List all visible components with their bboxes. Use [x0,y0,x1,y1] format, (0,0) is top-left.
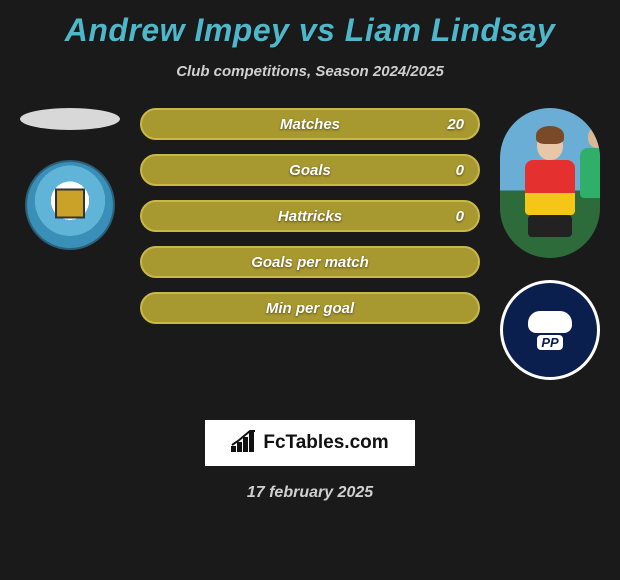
crest-text: PP [537,335,562,350]
logo-text: FcTables.com [263,432,388,454]
stat-pill-goals-per-match: Goals per match [140,246,480,278]
stat-pill-matches: Matches 20 [140,108,480,140]
stat-label: Hattricks [278,208,342,225]
stat-pill-goals: Goals 0 [140,154,480,186]
player-left-column [10,108,130,250]
player-right-column: PP [490,108,610,380]
date-label: 17 february 2025 [0,484,620,502]
stat-value: 0 [456,162,464,179]
player-figure [520,130,580,240]
club-crest-left [25,160,115,250]
stat-label: Min per goal [266,300,354,317]
crest-lamb-icon [528,311,572,333]
player-left-photo-placeholder [20,108,120,130]
logo-stairs-icon [231,430,257,457]
background-keeper [578,126,600,216]
stat-pill-min-per-goal: Min per goal [140,292,480,324]
fctables-logo: FcTables.com [205,420,415,466]
stat-value: 20 [447,116,464,133]
stat-value: 0 [456,208,464,225]
player-right-photo [500,108,600,258]
stats-column: Matches 20 Goals 0 Hattricks 0 Goals per… [130,108,490,324]
page-title: Andrew Impey vs Liam Lindsay [0,0,620,49]
club-crest-right: PP [500,280,600,380]
subtitle: Club competitions, Season 2024/2025 [0,63,620,80]
stat-label: Goals [289,162,331,179]
stat-label: Goals per match [251,254,369,271]
comparison-row: Matches 20 Goals 0 Hattricks 0 Goals per… [0,108,620,380]
stat-label: Matches [280,116,340,133]
stat-pill-hattricks: Hattricks 0 [140,200,480,232]
